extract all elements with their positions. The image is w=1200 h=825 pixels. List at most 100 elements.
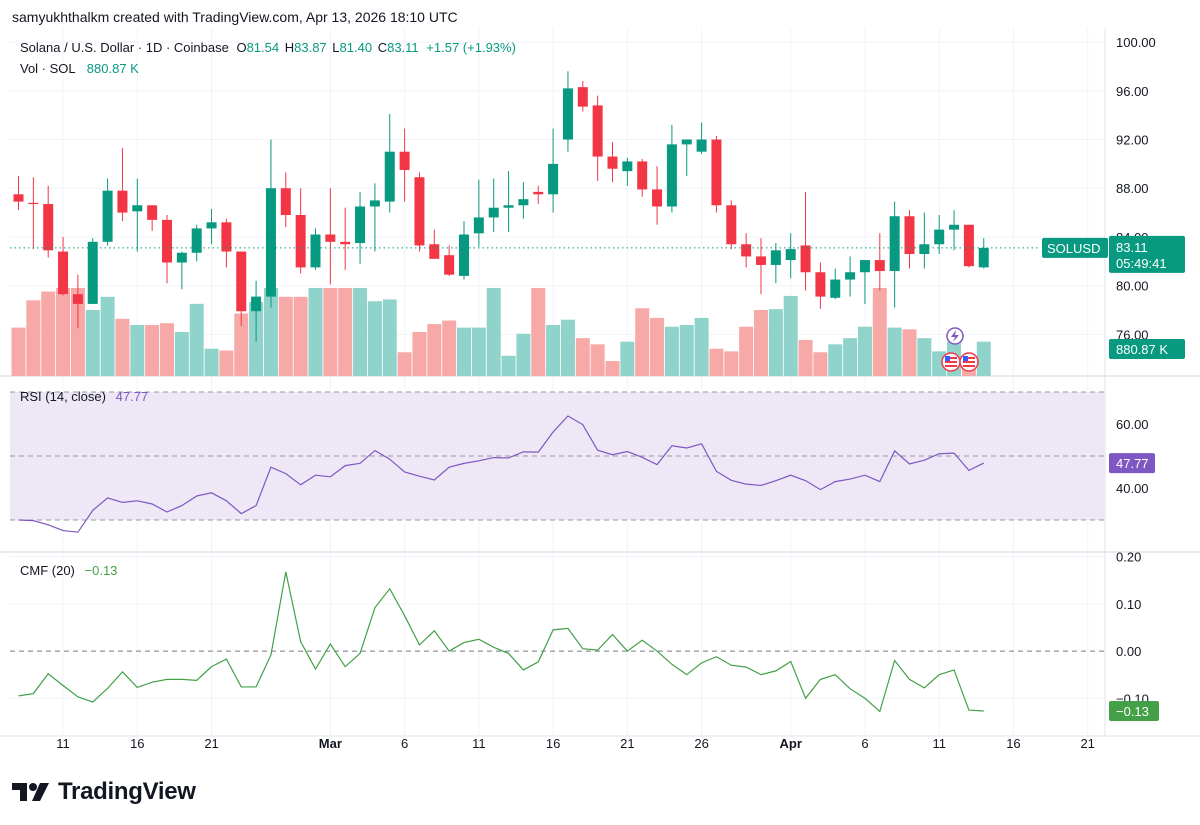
candle-body (429, 244, 440, 259)
volume-bar (724, 351, 739, 376)
flag-canton (963, 356, 968, 361)
time-axis-label: 11 (472, 736, 486, 751)
volume-tag-value: 880.87 K (1116, 342, 1168, 357)
open-label: O (236, 40, 247, 55)
candle-body (562, 88, 573, 140)
symbol-description[interactable]: Solana / U.S. Dollar · 1D · Coinbase (20, 40, 229, 55)
volume-bar (516, 333, 531, 376)
candle-body (963, 224, 974, 267)
price-tag-bg (1109, 235, 1185, 273)
candle-body (13, 194, 24, 202)
time-axis-label: 6 (401, 736, 408, 751)
time-axis-label: 21 (1080, 736, 1094, 751)
volume-bar (754, 310, 768, 376)
volume-bar (650, 317, 665, 376)
candle-body (889, 216, 900, 272)
candle-body (830, 279, 841, 298)
volume-bar (501, 355, 516, 376)
volume-bar (828, 344, 843, 376)
time-axis-label: 21 (620, 736, 634, 751)
volume-bar (189, 303, 204, 376)
candle-body (711, 139, 722, 206)
high-label: H (284, 40, 295, 55)
price-axis-label: 100.00 (1116, 35, 1156, 50)
candle-body (726, 205, 737, 245)
volume-bar (115, 318, 130, 376)
cmf-tag-value: −0.13 (1116, 704, 1149, 719)
candle-body (251, 296, 262, 312)
time-axis-label: 26 (694, 736, 708, 751)
time-axis-label: Apr (780, 736, 802, 751)
volume-bar (145, 324, 160, 376)
chart-credit: samyukhthalkm created with TradingView.c… (12, 9, 458, 25)
volume-tag-bg (1109, 339, 1185, 359)
price-tag-countdown: 05:49:41 (1116, 256, 1167, 271)
price-axis-label: 76.00 (1116, 327, 1149, 342)
candle-body (176, 252, 187, 263)
candle-body (637, 161, 648, 190)
lightning-event-icon (946, 327, 964, 345)
volume-bar (204, 348, 219, 376)
candle-body (592, 105, 603, 157)
rsi-tag-bg (1109, 453, 1155, 474)
volume-bar (100, 296, 115, 376)
candle-body (459, 234, 469, 276)
volume-bar (397, 352, 412, 376)
volume-bar (338, 288, 353, 376)
candle-body (265, 188, 276, 297)
volume-bar (546, 324, 561, 376)
rsi-label[interactable]: RSI (14, close) (20, 389, 106, 404)
volume-bar (412, 332, 427, 376)
volume-bar (605, 361, 620, 376)
candle-body (934, 229, 945, 245)
candle-body (384, 151, 395, 202)
volume-bar (679, 324, 694, 376)
volume-bar (843, 338, 858, 376)
volume-bar (976, 341, 991, 376)
rsi-tag-value: 47.77 (1116, 456, 1149, 471)
volume-value: 880.87 K (86, 61, 139, 76)
price-tag-value: 83.11 (1116, 240, 1148, 255)
flag-stripe (963, 357, 975, 359)
tradingview-logo-icon (12, 783, 49, 801)
volume-bar (872, 288, 887, 376)
candle-body (399, 151, 410, 170)
cmf-label[interactable]: CMF (20) (20, 563, 75, 578)
volume-bar (85, 310, 100, 376)
symbol-tag-bg (1042, 237, 1108, 258)
volume-bar (783, 295, 798, 376)
volume-label[interactable]: Vol · SOL (20, 61, 76, 76)
candle-body (533, 191, 544, 195)
candle-body (295, 215, 306, 268)
cmf-axis-label: 0.20 (1116, 550, 1141, 565)
candle-body (904, 216, 915, 254)
candle-body (949, 224, 960, 230)
volume-bar (442, 320, 457, 376)
volume-bar (367, 301, 382, 376)
volume-bar (160, 323, 174, 376)
candle-body (770, 250, 781, 265)
tradingview-brand[interactable]: TradingView (58, 778, 196, 805)
cmf-tag-bg (1109, 700, 1159, 721)
candle-body (28, 202, 39, 205)
candle-body (325, 234, 336, 242)
volume-bar (486, 288, 501, 376)
flag-stripe (945, 357, 957, 359)
volume-bar (635, 308, 650, 376)
candle-body (236, 251, 247, 312)
candle-body (488, 207, 499, 218)
chart-canvas[interactable]: 100.0096.0092.0088.0084.0080.0076.00SOLU… (0, 0, 1200, 770)
volume-bar (739, 326, 754, 376)
volume-bar (709, 348, 724, 376)
volume-bar (308, 288, 323, 376)
us-flag-icon (941, 352, 961, 372)
candle-body (280, 188, 291, 216)
flag-canton (945, 356, 950, 361)
flag-stripe (945, 365, 957, 367)
volume-bar (353, 288, 368, 376)
price-legend: Solana / U.S. Dollar · 1D · Coinbase O81… (20, 40, 516, 55)
candle-body (310, 234, 321, 268)
volume-bar (471, 327, 486, 376)
rsi-line (18, 415, 985, 533)
time-axis-label: 16 (130, 736, 144, 751)
